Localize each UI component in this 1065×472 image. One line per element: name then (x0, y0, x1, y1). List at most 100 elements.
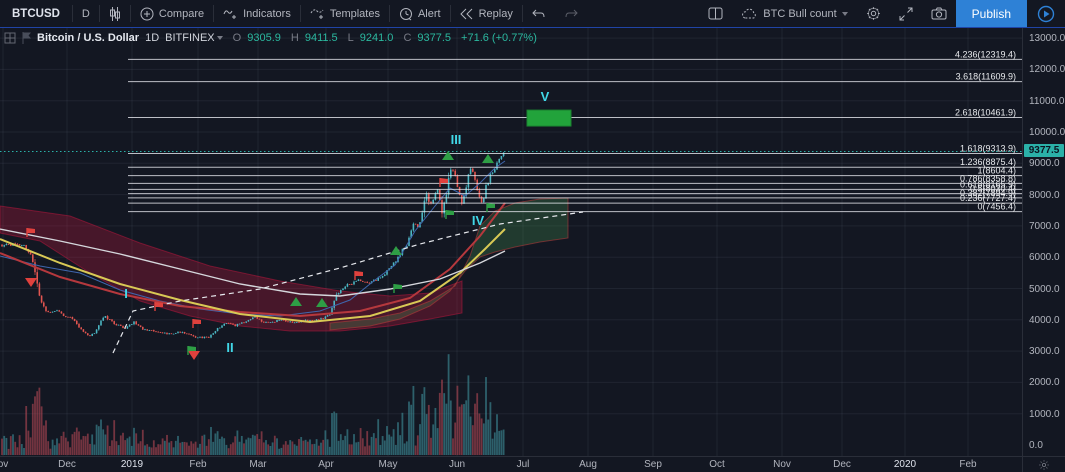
price-tick: 13000.0 (1029, 33, 1065, 45)
svg-text:3.618(11609.9): 3.618(11609.9) (956, 72, 1016, 82)
candlestick-icon (109, 6, 121, 21)
templates-button[interactable]: Templates (301, 0, 389, 27)
replay-icon (459, 8, 474, 20)
replay-label: Replay (478, 7, 513, 20)
price-tick: 4000.0 (1029, 314, 1060, 326)
svg-text:1.236(8875.4): 1.236(8875.4) (960, 157, 1016, 167)
alert-button[interactable]: Alert (390, 0, 450, 27)
publish-button[interactable]: Publish (955, 0, 1027, 27)
layout-button[interactable] (699, 0, 732, 27)
cloud-icon (741, 8, 758, 20)
top-toolbar: BTCUSD D Compare Indicators (0, 0, 1065, 27)
price-tick: 0.0 (1029, 440, 1043, 451)
open-value: 9305.9 (247, 32, 281, 44)
svg-text:4.236(12319.4): 4.236(12319.4) (955, 49, 1016, 59)
svg-text:II: II (226, 340, 233, 355)
time-tick: Dec (58, 459, 76, 470)
fullscreen-button[interactable] (890, 0, 922, 27)
svg-text:0.786(8358.8): 0.786(8358.8) (960, 173, 1016, 183)
svg-text:0.236(7727.4): 0.236(7727.4) (960, 193, 1016, 203)
time-tick: Jun (448, 459, 466, 470)
svg-text:0.618(8165.9): 0.618(8165.9) (960, 179, 1016, 189)
undo-button[interactable] (523, 0, 555, 27)
cloud-layout-menu[interactable]: BTC Bull count (732, 0, 856, 27)
exchange-label: BITFINEX (165, 32, 215, 44)
divider (388, 5, 390, 22)
divider (213, 5, 215, 22)
grid-icon[interactable] (4, 32, 16, 44)
svg-text:IV: IV (472, 213, 485, 228)
high-value: 9411.5 (304, 32, 338, 44)
flag-bookmark-icon[interactable] (22, 32, 31, 44)
chevron-down-icon (216, 36, 223, 40)
interval-button[interactable]: D (81, 7, 90, 20)
time-tick: Oct (709, 459, 725, 470)
time-tick: Feb (189, 459, 207, 470)
chart-canvas[interactable]: 4.236(12319.4) 3.618(11609.9) 2.618(10461.… (0, 28, 1022, 456)
price-tick: 9000.0 (1029, 158, 1060, 170)
indicators-icon (223, 7, 238, 20)
price-tick: 5000.0 (1029, 283, 1060, 295)
redo-button[interactable] (555, 0, 587, 27)
svg-text:I: I (124, 286, 128, 301)
templates-icon (310, 7, 325, 20)
alert-label: Alert (417, 7, 441, 20)
svg-text:0.5(8030.4): 0.5(8030.4) (970, 184, 1016, 194)
play-circle-button[interactable] (1027, 0, 1065, 27)
low-label: L (347, 32, 354, 44)
chevron-down-icon (841, 11, 848, 16)
time-tick: Feb (959, 459, 977, 470)
price-tick: 8000.0 (1029, 189, 1060, 201)
time-axis-row: ov Dec 2019 Feb Mar Apr May Jun Jul Aug Sep Oct Nov D… (0, 456, 1065, 472)
legend-exchange[interactable]: BITFINEX (165, 32, 223, 44)
divider (521, 5, 523, 22)
svg-text:0(7456.4): 0(7456.4) (977, 202, 1016, 212)
close-value: 9377.5 (417, 32, 452, 44)
high-label: H (290, 32, 299, 44)
legend-interval[interactable]: 1D (145, 32, 160, 44)
alert-clock-icon (399, 7, 413, 21)
time-tick: Mar (249, 459, 267, 470)
chart-style-button[interactable] (100, 0, 130, 27)
price-tick: 1000.0 (1029, 408, 1060, 420)
divider (299, 5, 301, 22)
settings-button[interactable] (857, 0, 890, 27)
open-label: O (232, 32, 242, 44)
time-tick: Aug (579, 459, 597, 470)
price-chart-svg[interactable]: 4.236(12319.4) 3.618(11609.9) 2.618(10461.… (0, 28, 1022, 456)
close-label: C (403, 32, 412, 44)
price-tick: 3000.0 (1029, 346, 1060, 358)
time-tick: Sep (644, 459, 662, 470)
replay-button[interactable]: Replay (451, 0, 522, 27)
indicators-label: Indicators (243, 7, 291, 20)
time-tick: ov (0, 459, 9, 470)
time-tick: Jul (516, 459, 530, 470)
last-price-label: 9377.5 (1024, 144, 1064, 158)
divider (129, 5, 131, 22)
divider (71, 5, 73, 22)
time-tick: 2019 (120, 459, 144, 470)
change-value: +71.6 (+0.77%) (461, 32, 537, 44)
symbol-search-button[interactable]: BTCUSD (12, 7, 60, 20)
price-tick: 7000.0 (1029, 220, 1060, 232)
chart-legend: Bitcoin / U.S. Dollar 1D BITFINEX O 9305… (4, 31, 537, 45)
gear-icon (1039, 459, 1049, 470)
time-tick: Nov (773, 459, 791, 470)
svg-text:0.382(7894.9): 0.382(7894.9) (960, 188, 1016, 198)
compare-plus-icon (140, 7, 154, 21)
compare-button[interactable]: Compare (131, 0, 213, 27)
axis-settings-corner[interactable] (1022, 457, 1065, 472)
svg-text:1.618(9313.9): 1.618(9313.9) (960, 143, 1016, 153)
layout-name-label: BTC Bull count (763, 7, 837, 20)
price-tick: 2000.0 (1029, 377, 1060, 389)
time-tick: Apr (318, 459, 334, 470)
price-tick: 11000.0 (1029, 95, 1065, 107)
indicators-button[interactable]: Indicators (214, 0, 300, 27)
svg-text:2.618(10461.9): 2.618(10461.9) (955, 108, 1016, 118)
time-axis[interactable]: ov Dec 2019 Feb Mar Apr May Jun Jul Aug Sep Oct Nov D… (0, 457, 1022, 472)
symbol-title[interactable]: Bitcoin / U.S. Dollar (37, 32, 140, 44)
price-axis[interactable]: 13000.0 12000.0 11000.0 10000.0 9000.0 8000.0… (1022, 28, 1065, 456)
snapshot-camera-button[interactable] (922, 0, 956, 27)
time-tick: Dec (833, 459, 851, 470)
